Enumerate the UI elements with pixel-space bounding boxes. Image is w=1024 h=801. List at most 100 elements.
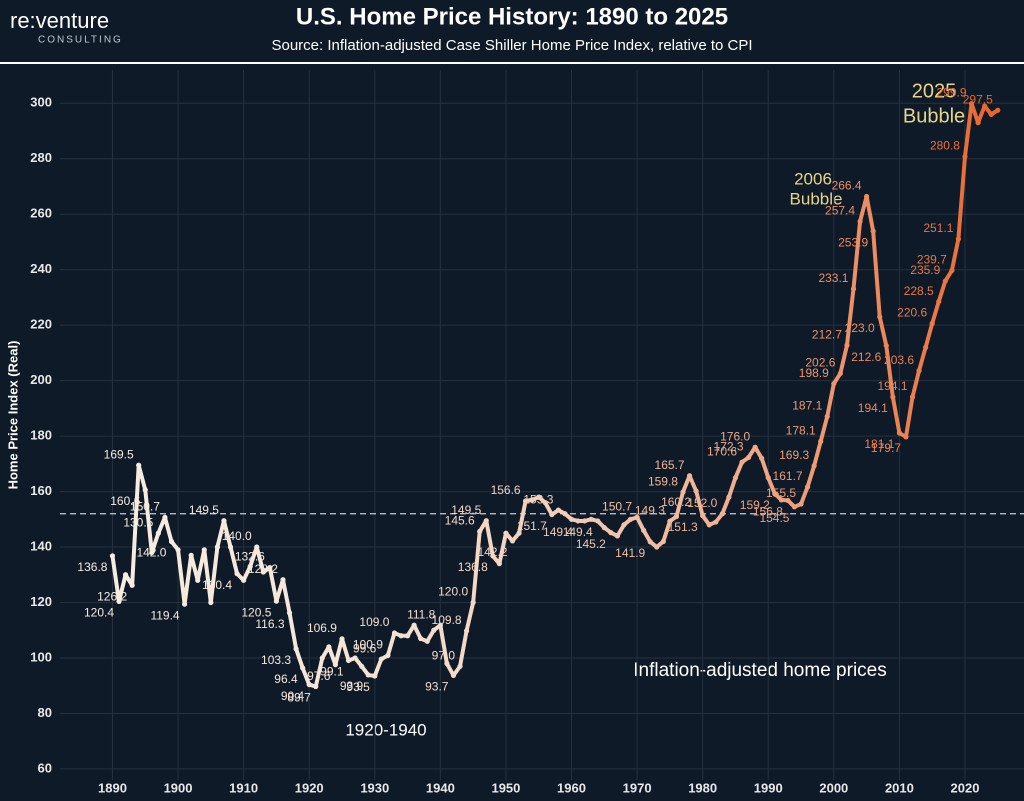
annotation: Bubble: [790, 189, 843, 208]
data-point: [968, 100, 975, 107]
data-point: [549, 511, 555, 518]
data-point: [267, 564, 273, 571]
value-label: 149.5: [451, 503, 481, 517]
data-point: [523, 498, 529, 504]
value-label: 136.8: [458, 560, 488, 574]
data-point: [254, 544, 260, 550]
x-tick-label: 1950: [491, 780, 520, 795]
data-point: [923, 344, 929, 350]
data-point: [824, 413, 830, 420]
data-point: [621, 522, 627, 528]
value-label: 145.6: [445, 514, 475, 528]
data-point: [477, 528, 483, 535]
x-tick-label: 1970: [623, 780, 652, 795]
data-point: [778, 497, 784, 503]
value-label: 170.6: [707, 444, 737, 458]
data-point: [332, 662, 339, 668]
data-point: [857, 218, 863, 225]
x-tick-label: 1920: [295, 780, 324, 795]
data-point: [168, 538, 175, 545]
data-point: [529, 497, 535, 503]
value-label: 194.1: [858, 401, 888, 415]
value-label: 151.7: [517, 519, 547, 533]
data-point: [496, 561, 502, 567]
value-label: 165.7: [655, 458, 685, 472]
x-tick-label: 1990: [754, 780, 783, 795]
data-point: [772, 491, 778, 497]
data-point: [516, 530, 522, 536]
data-point: [752, 444, 758, 450]
data-point: [181, 601, 188, 607]
value-label: 126.2: [97, 589, 127, 603]
value-label: 172.3: [714, 440, 744, 454]
value-label: 93.9: [340, 679, 364, 693]
data-point: [575, 518, 581, 524]
value-label: 120.4: [84, 606, 114, 620]
value-label: 194.1: [877, 379, 907, 393]
data-point: [903, 434, 909, 440]
data-point: [136, 462, 142, 468]
data-point: [313, 683, 319, 690]
value-label: 141.9: [615, 546, 645, 560]
data-point: [378, 656, 384, 662]
value-label: 103.3: [261, 653, 291, 667]
value-label: 156.6: [491, 483, 521, 497]
data-point: [896, 430, 903, 436]
data-point: [319, 655, 325, 661]
data-point: [162, 514, 168, 520]
value-label: 130.5: [123, 515, 153, 529]
data-point: [608, 530, 614, 536]
data-point: [890, 394, 896, 400]
value-label: 220.6: [897, 306, 927, 320]
value-label: 93.7: [425, 680, 449, 694]
data-point: [437, 622, 443, 628]
data-point: [568, 516, 575, 522]
data-point: [706, 522, 712, 528]
value-label: 299.9: [937, 86, 967, 100]
data-point: [588, 516, 594, 522]
data-point: [195, 577, 201, 583]
y-tick-label: 220: [30, 317, 52, 332]
value-label: 132.6: [235, 550, 265, 564]
data-point: [995, 107, 1001, 113]
data-point: [883, 343, 889, 349]
y-tick-label: 260: [30, 206, 52, 221]
data-point: [129, 582, 135, 588]
data-point: [909, 394, 916, 400]
value-label: 160.6: [110, 494, 140, 508]
data-point: [201, 547, 207, 553]
data-point: [818, 438, 824, 444]
data-point: [831, 381, 837, 387]
data-point: [424, 638, 430, 644]
data-point: [509, 538, 516, 544]
y-tick-label: 80: [38, 705, 52, 720]
value-label: 128.2: [248, 562, 278, 576]
y-tick-label: 140: [30, 538, 52, 553]
y-tick-label: 160: [30, 483, 52, 498]
data-point: [811, 463, 817, 469]
data-point: [385, 652, 391, 659]
value-label: 149.4: [563, 525, 593, 539]
data-point: [227, 544, 234, 550]
data-point: [936, 298, 942, 305]
value-label: 149.3: [635, 503, 665, 517]
data-point: [654, 544, 660, 550]
value-label: 151.3: [668, 520, 698, 534]
value-label: 99.1: [320, 665, 344, 679]
value-label: 223.0: [845, 321, 875, 335]
y-tick-label: 100: [30, 649, 52, 664]
logo-sub: CONSULTING: [38, 35, 123, 46]
value-label: 179.7: [871, 441, 901, 455]
x-tick-label: 1960: [557, 780, 586, 795]
data-point: [260, 569, 266, 575]
value-label: 178.1: [786, 424, 816, 438]
data-point: [188, 552, 194, 558]
data-point: [798, 501, 804, 507]
data-point: [785, 497, 791, 504]
data-point: [595, 518, 601, 524]
data-point: [352, 655, 358, 661]
value-label: 253.9: [838, 235, 868, 249]
value-label: 120.5: [241, 605, 271, 619]
value-label: 145.2: [576, 537, 606, 551]
